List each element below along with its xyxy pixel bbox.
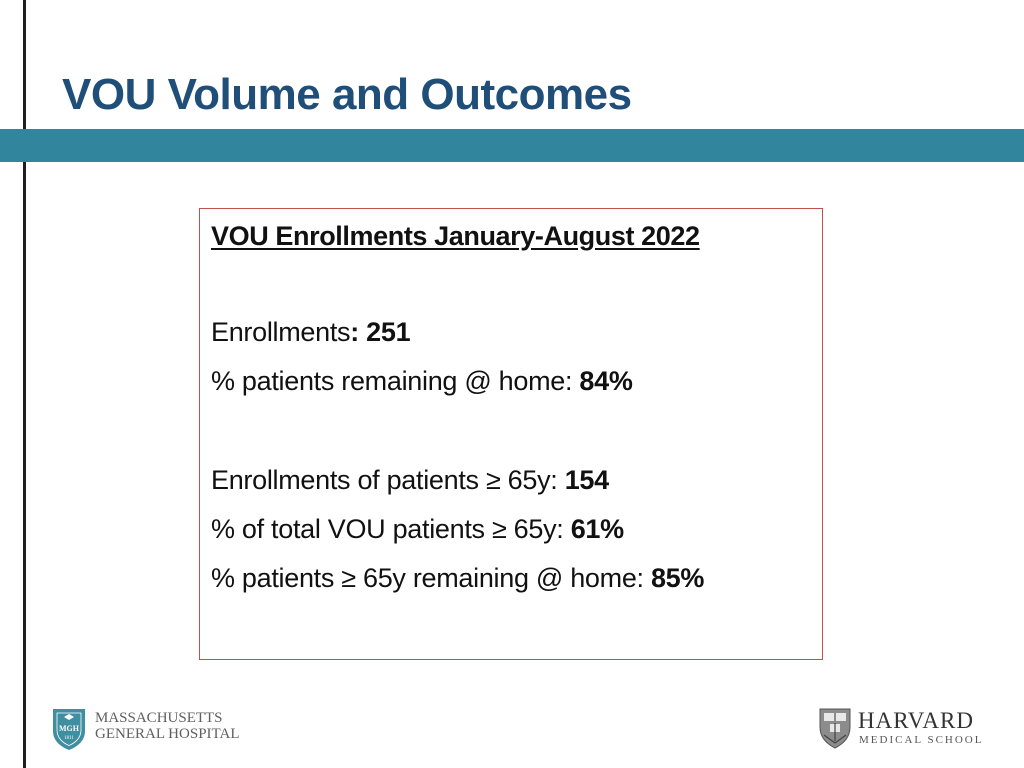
slide-title: VOU Volume and Outcomes [62,70,632,119]
stat-enrollments: Enrollments: 251 [211,317,411,348]
stat-value: 84% [579,366,633,396]
stat-separator: : [350,317,367,347]
left-vertical-rule [23,0,26,768]
mgh-shield-year: 1811 [64,736,74,741]
mgh-shield-text: MGH [59,724,80,733]
stat-value: 61% [570,514,624,544]
mgh-wordmark: MASSACHUSETTS GENERAL HOSPITAL [95,710,240,742]
stat-value: 251 [366,317,411,347]
harvard-wordmark: HARVARD [858,708,974,733]
medical-school-wordmark: MEDICAL SCHOOL [859,734,984,746]
mgh-line-2: GENERAL HOSPITAL [95,726,240,742]
title-band [0,129,1024,162]
box-heading: VOU Enrollments January-August 2022 [211,221,700,251]
mgh-line-1: MASSACHUSETTS [95,710,223,726]
stat-label: Enrollments [211,317,351,347]
stat-value: 154 [564,465,609,495]
stat-label: Enrollments of patients ≥ 65y: [211,465,565,495]
stat-remaining-home-65y: % patients ≥ 65y remaining @ home: 85% [211,563,704,594]
enrollment-stats-box: VOU Enrollments January-August 2022 Enro… [199,208,823,660]
stat-percent-65y: % of total VOU patients ≥ 65y: 61% [211,514,624,545]
stat-remaining-home: % patients remaining @ home: 84% [211,366,633,397]
stat-label: % patients ≥ 65y remaining @ home: [211,563,651,593]
stat-enrollments-65y: Enrollments of patients ≥ 65y: 154 [211,465,609,496]
mgh-shield-icon: MGH 1811 [53,709,85,750]
stat-label: % of total VOU patients ≥ 65y: [211,514,571,544]
stat-label: % patients remaining @ home: [211,366,580,396]
stat-value: 85% [650,563,705,593]
harvard-shield-icon [819,708,851,749]
